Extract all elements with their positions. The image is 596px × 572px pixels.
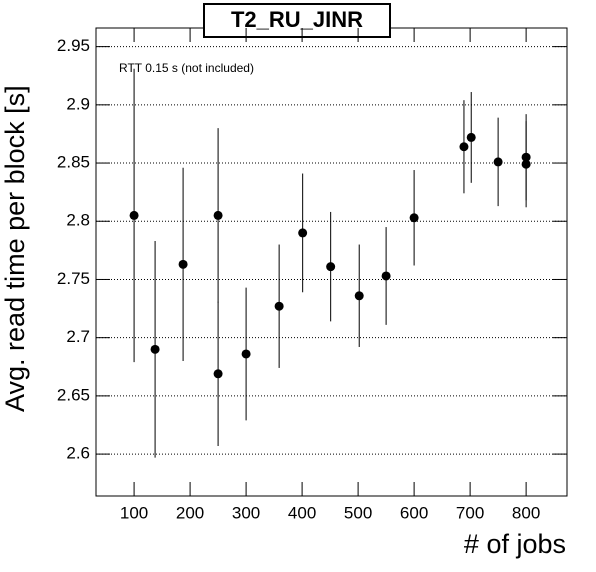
data-point xyxy=(493,157,503,167)
data-point xyxy=(150,344,160,354)
y-tick-label: 2.75 xyxy=(57,269,90,288)
y-tick-label: 2.8 xyxy=(66,211,90,230)
plot-frame xyxy=(95,27,568,497)
data-point xyxy=(213,210,223,220)
data-point xyxy=(129,210,139,220)
data-point xyxy=(241,349,251,359)
chart-title: T2_RU_JINR xyxy=(231,7,363,32)
data-point xyxy=(521,159,531,169)
x-tick-label: 300 xyxy=(232,503,260,522)
x-tick-label: 700 xyxy=(456,503,484,522)
x-tick-label: 400 xyxy=(288,503,316,522)
x-tick-label: 500 xyxy=(344,503,372,522)
data-point xyxy=(326,262,336,272)
data-point xyxy=(178,259,188,269)
annotation: RTT 0.15 s (not included) xyxy=(119,61,254,75)
y-axis-label: Avg. read time per block [s] xyxy=(0,85,30,412)
data-point xyxy=(354,291,364,301)
data-point xyxy=(409,213,419,223)
y-tick-label: 2.7 xyxy=(66,327,90,346)
y-tick-label: 2.65 xyxy=(57,385,90,404)
data-point xyxy=(274,301,284,311)
data-point xyxy=(381,271,391,281)
data-point xyxy=(213,369,223,379)
x-tick-label: 800 xyxy=(512,503,540,522)
data-point xyxy=(459,142,469,152)
y-tick-label: 2.85 xyxy=(57,153,90,172)
y-tick-label: 2.6 xyxy=(66,444,90,463)
x-axis-label: # of jobs xyxy=(464,529,566,559)
x-tick-label: 200 xyxy=(176,503,204,522)
title-box xyxy=(203,3,391,38)
data-point xyxy=(466,132,476,142)
y-tick-label: 2.95 xyxy=(57,36,90,55)
y-tick-label: 2.9 xyxy=(66,94,90,113)
x-tick-label: 600 xyxy=(400,503,428,522)
data-point xyxy=(298,228,308,238)
x-tick-label: 100 xyxy=(120,503,148,522)
